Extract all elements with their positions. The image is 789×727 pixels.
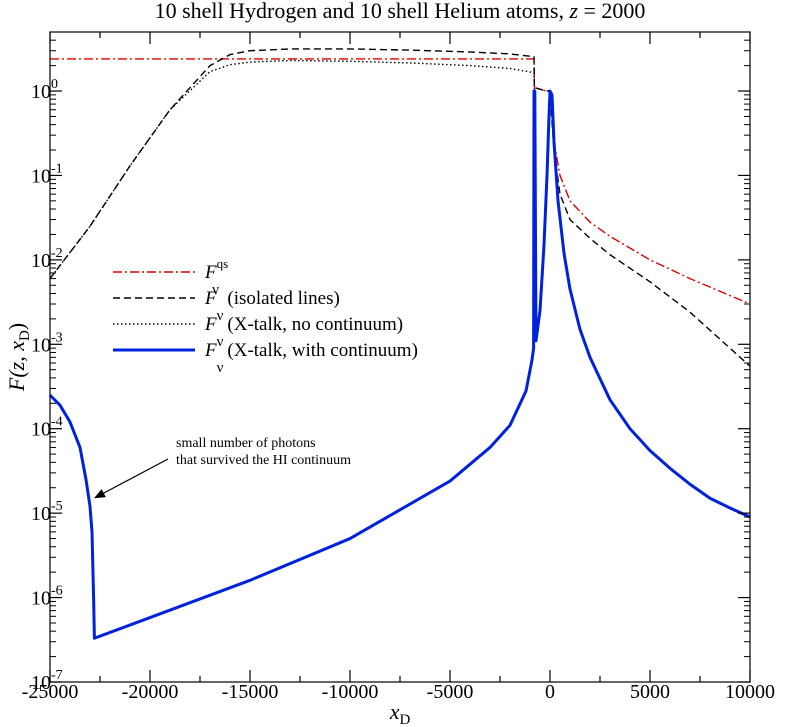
y-tick-label-exp: -3 (51, 330, 63, 345)
legend-label-sub: ν (217, 308, 224, 324)
legend: Fqs νFν(isolated lines)Fν(X-talk, no cont… (113, 256, 418, 376)
y-axis-title-pre: F(z, x (4, 341, 29, 392)
y-tick-label: 10-5 (31, 499, 63, 525)
legend-label-3: Fν(X-talk, no continuum) (204, 314, 403, 350)
y-tick-label: 10-1 (31, 161, 63, 187)
annotation-arrowhead (94, 489, 106, 499)
y-tick-label-base: 10 (31, 165, 51, 187)
y-tick-label-base: 10 (31, 250, 51, 272)
y-tick-label-exp: -2 (51, 246, 63, 261)
annotation-line-1: small number of photons (176, 436, 316, 451)
x-tick-label: -5000 (427, 681, 474, 703)
chart-title-lead: 10 shell Hydrogen and 10 shell Helium at… (155, 0, 570, 23)
x-axis-title-sub: D (399, 712, 410, 727)
x-tick-labels: -25000 -20000 -15000 -10000 -5000 0 5000 10000 (22, 681, 775, 703)
series-line-1 (50, 58, 751, 305)
y-tick-label-exp: -1 (51, 161, 63, 176)
series-layer (48, 48, 751, 640)
legend-label-sub: ν (217, 334, 224, 350)
x-tick-label: 10000 (725, 681, 775, 703)
legend-label-sub: ν (212, 282, 219, 298)
series-line-3 (49, 59, 536, 280)
y-tick-label: 10-2 (31, 246, 63, 272)
legend-label-2: Fν(isolated lines) (204, 288, 340, 324)
x-tick-label: -10000 (322, 681, 379, 703)
legend-label-sup: qs (217, 256, 229, 271)
y-tick-label-exp: -7 (51, 668, 63, 683)
y-axis-title: F(z, xD) (4, 323, 33, 392)
annotation: small number of photons that survived th… (94, 436, 351, 499)
legend-label-4: Fν(X-talk, with continuum) (204, 340, 418, 376)
legend-label-main: F (204, 314, 217, 335)
y-tick-label: 100 (31, 77, 58, 103)
legend-label-text: (isolated lines) (227, 288, 339, 309)
y-tick-label-base: 10 (31, 334, 51, 356)
y-tick-label-base: 10 (31, 503, 51, 525)
x-tick-label: 0 (545, 681, 555, 703)
x-tick-label: -15000 (222, 681, 279, 703)
y-tick-label: 10-3 (31, 330, 63, 356)
y-axis-title-sub: D (17, 330, 33, 341)
y-tick-label-exp: -4 (51, 415, 63, 430)
legend-label-1: Fqs ν (204, 256, 228, 298)
y-tick-label-exp: -5 (51, 499, 63, 514)
x-tick-label: -20000 (122, 681, 179, 703)
x-axis-title: xD (389, 699, 411, 727)
y-tick-label-base: 10 (31, 81, 51, 103)
series-line-4 (48, 89, 751, 640)
y-axis-title-post: ) (4, 323, 29, 330)
y-tick-label-base: 10 (31, 419, 51, 441)
chart-title-var: z (568, 0, 578, 23)
chart-title-tail: = 2000 (578, 0, 645, 23)
y-tick-label: 10-7 (31, 668, 63, 694)
ticks-layer (49, 32, 751, 683)
x-tick-label: 5000 (630, 681, 670, 703)
y-tick-label-base: 10 (31, 588, 51, 610)
legend-label-text: (X-talk, no continuum) (227, 314, 403, 335)
annotation-arrow (103, 458, 169, 494)
x-tick-label: -25000 (22, 681, 79, 703)
chart-title: 10 shell Hydrogen and 10 shell Helium at… (155, 0, 646, 23)
y-tick-label: 10-6 (31, 584, 63, 610)
y-tick-label-base: 10 (31, 672, 51, 694)
y-tick-label: 10-4 (31, 415, 63, 441)
plot-area (48, 31, 751, 683)
legend-label-sub: ν (217, 360, 224, 376)
y-tick-label-exp: -6 (51, 584, 63, 599)
legend-label-text: (X-talk, with continuum) (227, 340, 418, 361)
legend-label-main: F (204, 340, 217, 361)
x-axis-title-main: x (389, 699, 400, 724)
y-tick-label-exp: 0 (51, 77, 58, 92)
legend-label-main: F (204, 262, 217, 283)
legend-label-main: F (204, 288, 217, 309)
annotation-line-2: that survived the HI continuum (176, 453, 351, 468)
